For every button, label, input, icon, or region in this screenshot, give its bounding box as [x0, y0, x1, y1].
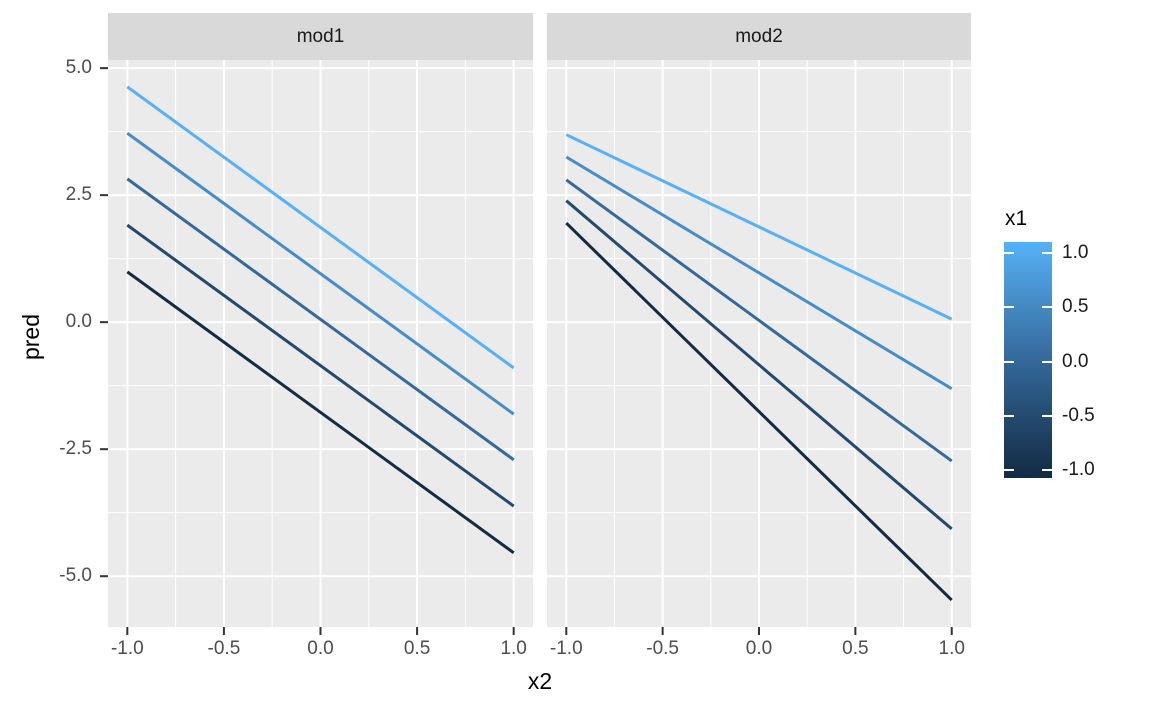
y-axis-tick-label: 0.0 — [65, 311, 92, 333]
x-axis-tick-label: 0.0 — [745, 638, 773, 659]
legend-colorbar-tick-mark — [1004, 414, 1014, 417]
line-mod2-x1-1.0 — [565, 222, 953, 602]
legend-colorbar — [1004, 242, 1052, 478]
line-mod1-x11.0 — [126, 85, 515, 370]
facet-strip-mod1: mod1 — [108, 13, 533, 60]
legend-tick-label: 1.0 — [1062, 242, 1089, 263]
x-axis-tick-label: 0.0 — [307, 638, 334, 659]
line-mod2-x1-0.5 — [565, 199, 953, 531]
line-mod1-x1-1.0 — [126, 270, 515, 555]
x-axis-tick-label: 0.5 — [842, 638, 869, 659]
line-mod1-x10.0 — [126, 177, 515, 462]
legend-colorbar-tick-mark — [1004, 360, 1014, 363]
y-axis-tick-label: 5.0 — [65, 57, 92, 79]
y-axis-tick-label: -2.5 — [59, 438, 92, 460]
legend-colorbar-tick-mark — [1042, 414, 1052, 417]
x-axis-tick-label: -0.5 — [207, 638, 241, 659]
legend-tick-label: -0.5 — [1062, 404, 1095, 426]
x-axis-title: x2 — [527, 668, 553, 694]
legend-colorbar-tick-mark — [1042, 360, 1052, 363]
x-axis-tick-label: 0.5 — [403, 638, 431, 659]
x-axis-tick-label: 1.0 — [500, 638, 527, 659]
y-axis-tick-label: 2.5 — [65, 184, 92, 206]
x-axis-tick-label: -0.5 — [646, 638, 679, 659]
line-mod2-x11.0 — [565, 133, 953, 321]
x-axis-tick-label: -1.0 — [110, 638, 144, 659]
legend-colorbar-tick-mark — [1004, 469, 1014, 471]
legend-title: x1 — [1005, 207, 1028, 230]
legend-colorbar-tick-mark — [1042, 306, 1052, 309]
legend-colorbar-tick-mark — [1004, 252, 1014, 254]
y-axis-tick-label: -5.0 — [59, 565, 92, 587]
x-axis-tick-label: -1.0 — [549, 638, 583, 659]
facet-strip-label: mod1 — [296, 25, 345, 47]
legend-colorbar-tick-mark — [1004, 306, 1014, 309]
legend-tick-label: 0.5 — [1062, 296, 1089, 318]
legend-colorbar-tick-mark — [1042, 469, 1052, 471]
line-mod1-x1-0.5 — [126, 223, 515, 508]
legend-tick-label: 0.0 — [1062, 350, 1089, 372]
facet-strip-label: mod2 — [735, 25, 783, 47]
facet-strip-mod2: mod2 — [547, 13, 971, 60]
line-mod1-x10.5 — [126, 131, 515, 416]
legend-tick-label: -1.0 — [1062, 459, 1095, 480]
x-axis-tick-label: 1.0 — [938, 638, 965, 659]
line-mod2-x10.5 — [565, 155, 953, 390]
y-axis-title: pred — [18, 313, 44, 361]
line-mod2-x10.0 — [565, 178, 953, 463]
legend-colorbar-tick-mark — [1042, 252, 1052, 254]
